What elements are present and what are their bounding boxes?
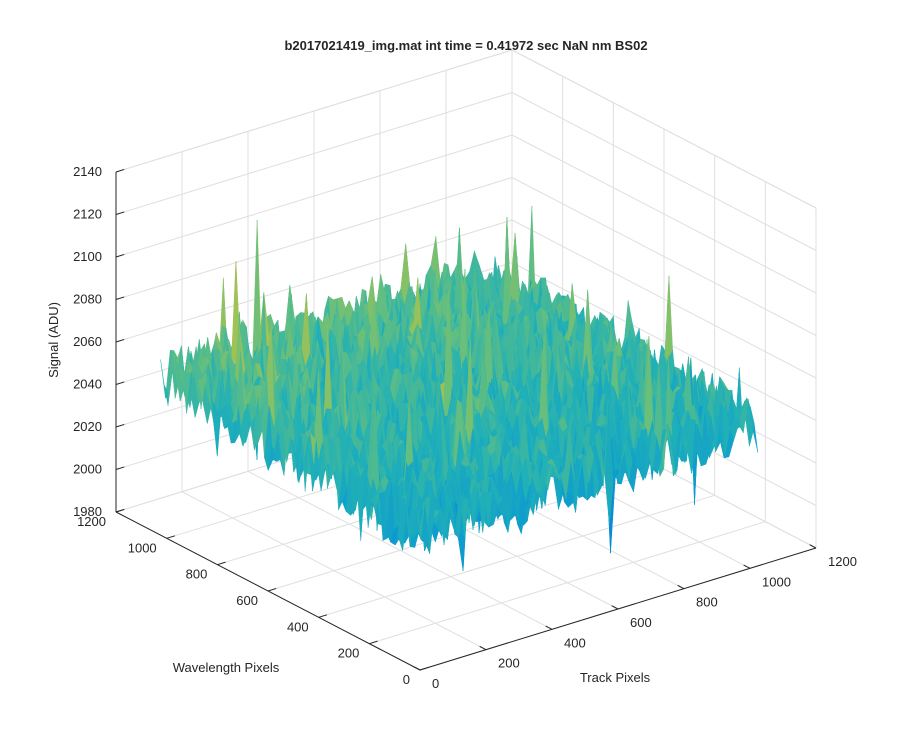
z-tick-label: 1980 [73,504,102,519]
z-tick-mark [115,211,125,215]
x-tick-mark [413,666,421,671]
y-tick-mark [267,587,277,592]
grid-line [115,219,513,343]
grid-line [115,177,513,300]
z-tick-labels: 1980 2000 2020 2040 2060 2080 2100 2120 2140 [73,164,102,519]
z-tick-mark [115,381,125,385]
z-tick-mark [115,423,125,428]
y-tick-label: 1200 [77,514,106,529]
box-edge [115,49,513,173]
y-tick-label: 1000 [128,540,157,555]
y-tick-label: 0 [403,672,410,687]
grid-line [511,134,817,294]
box-edge [511,49,817,209]
z-tick-label: 2060 [73,334,102,349]
grid-line [511,262,817,421]
surface [160,206,759,571]
y-tick-mark [217,561,226,566]
y-tick-label: 600 [236,593,258,608]
z-tick-mark [115,508,125,513]
grid-line [318,494,715,618]
z-tick-mark [115,296,125,300]
y-tick-labels: 0 200 400 600 800 1000 1200 [77,514,410,687]
x-tick-label: 0 [432,676,439,691]
z-tick-label: 2020 [73,419,102,434]
z-tick-mark [115,168,125,173]
axes [115,168,817,671]
z-tick-mark [115,253,125,258]
surface-patch [416,502,425,540]
x-tick-mark [611,605,619,610]
z-tick-label: 2000 [73,462,102,477]
y-tick-mark [419,666,429,671]
y-tick-mark [166,535,176,539]
grid-line [511,92,817,251]
grid-line [369,521,766,645]
x-tick-mark [809,544,817,549]
grid-line [115,134,513,258]
x-tick-mark [545,625,553,630]
y-tick-label: 400 [287,619,309,634]
y-tick-mark [318,614,328,618]
x-tick-mark [677,584,685,590]
y-tick-label: 800 [186,567,208,582]
z-tick-mark [115,466,125,470]
y-tick-label: 200 [338,646,360,661]
x-tick-mark [479,645,487,651]
y-tick-mark [369,640,378,645]
z-tick-label: 2100 [73,249,102,264]
z-tick-mark [115,338,125,343]
x-tick-mark [743,564,751,569]
x-tick-label: 200 [498,656,520,671]
z-tick-label: 2140 [73,164,102,179]
grid-line [511,177,817,336]
z-tick-label: 2120 [73,207,102,222]
z-tick-label: 2080 [73,292,102,307]
grid-line [115,92,513,215]
z-tick-label: 2040 [73,377,102,392]
grid-line [511,219,817,379]
